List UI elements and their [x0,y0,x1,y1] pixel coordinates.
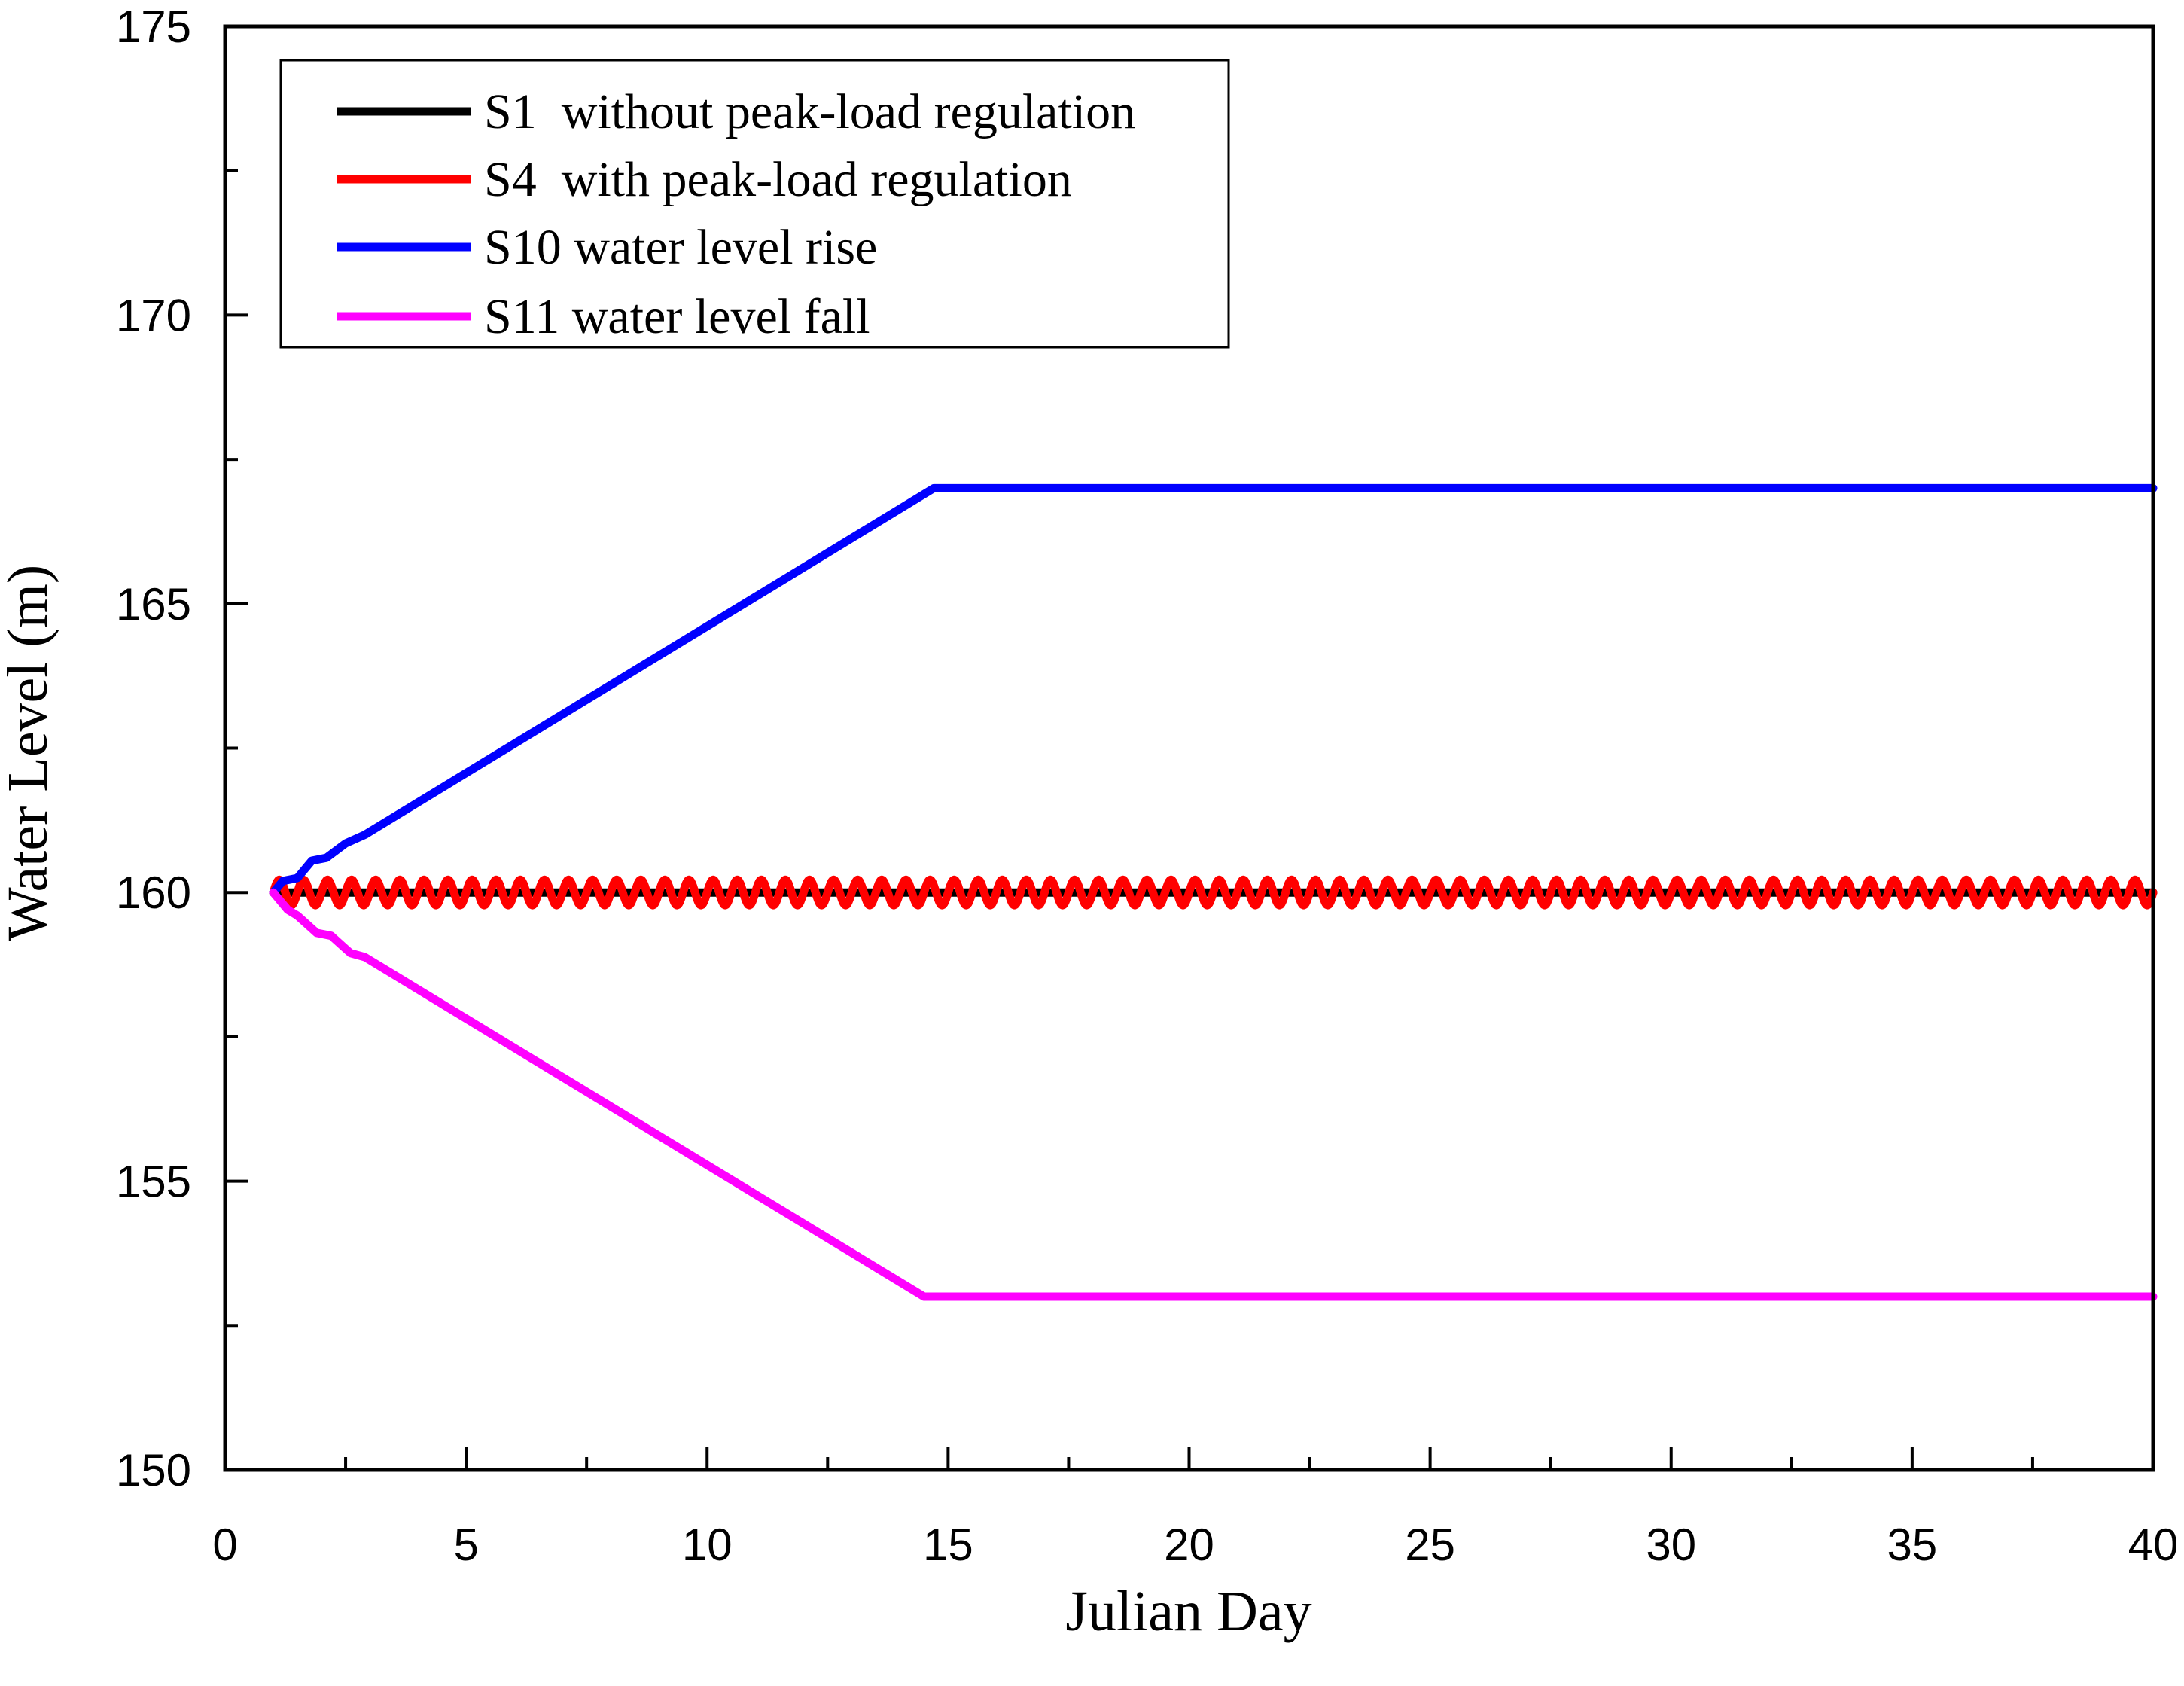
x-tick-label: 5 [453,1520,478,1570]
legend-label-s4: S4 with peak-load regulation [484,152,1072,207]
x-tick-label: 0 [212,1520,237,1570]
x-tick-label: 20 [1164,1520,1214,1570]
x-tick-label: 15 [923,1520,973,1570]
plot-frame [223,24,2155,1472]
legend: S1 without peak-load regulation S4 with … [279,59,1230,349]
x-tick-label: 35 [1887,1520,1938,1570]
y-tick-label: 175 [116,2,191,52]
series-line-s11 [269,888,2158,1301]
y-tick-label: 160 [116,867,191,918]
legend-label-s11: S11 water level fall [484,289,870,344]
series-layer [269,483,2158,1301]
y-tick-label: 150 [116,1445,191,1495]
y-axis-title: Water Level (m) [0,565,59,941]
legend-label-s10: S10 water level rise [484,220,877,275]
y-tick-label: 165 [116,579,191,630]
legend-label-s1: S1 without peak-load regulation [484,84,1135,139]
labels-layer: 0 5 10 15 20 25 30 35 40 150 155 160 165 170 175 [116,2,2178,1570]
x-tick-label: 25 [1405,1520,1455,1570]
y-tick-label: 155 [116,1157,191,1207]
series-line-s4 [269,875,2158,910]
x-axis-title: Julian Day [1065,1580,1311,1643]
x-tick-label: 40 [2128,1520,2179,1570]
y-tick-label: 170 [116,290,191,340]
x-tick-label: 30 [1646,1520,1696,1570]
series-line-s10 [269,483,2158,897]
x-tick-label: 10 [682,1520,733,1570]
